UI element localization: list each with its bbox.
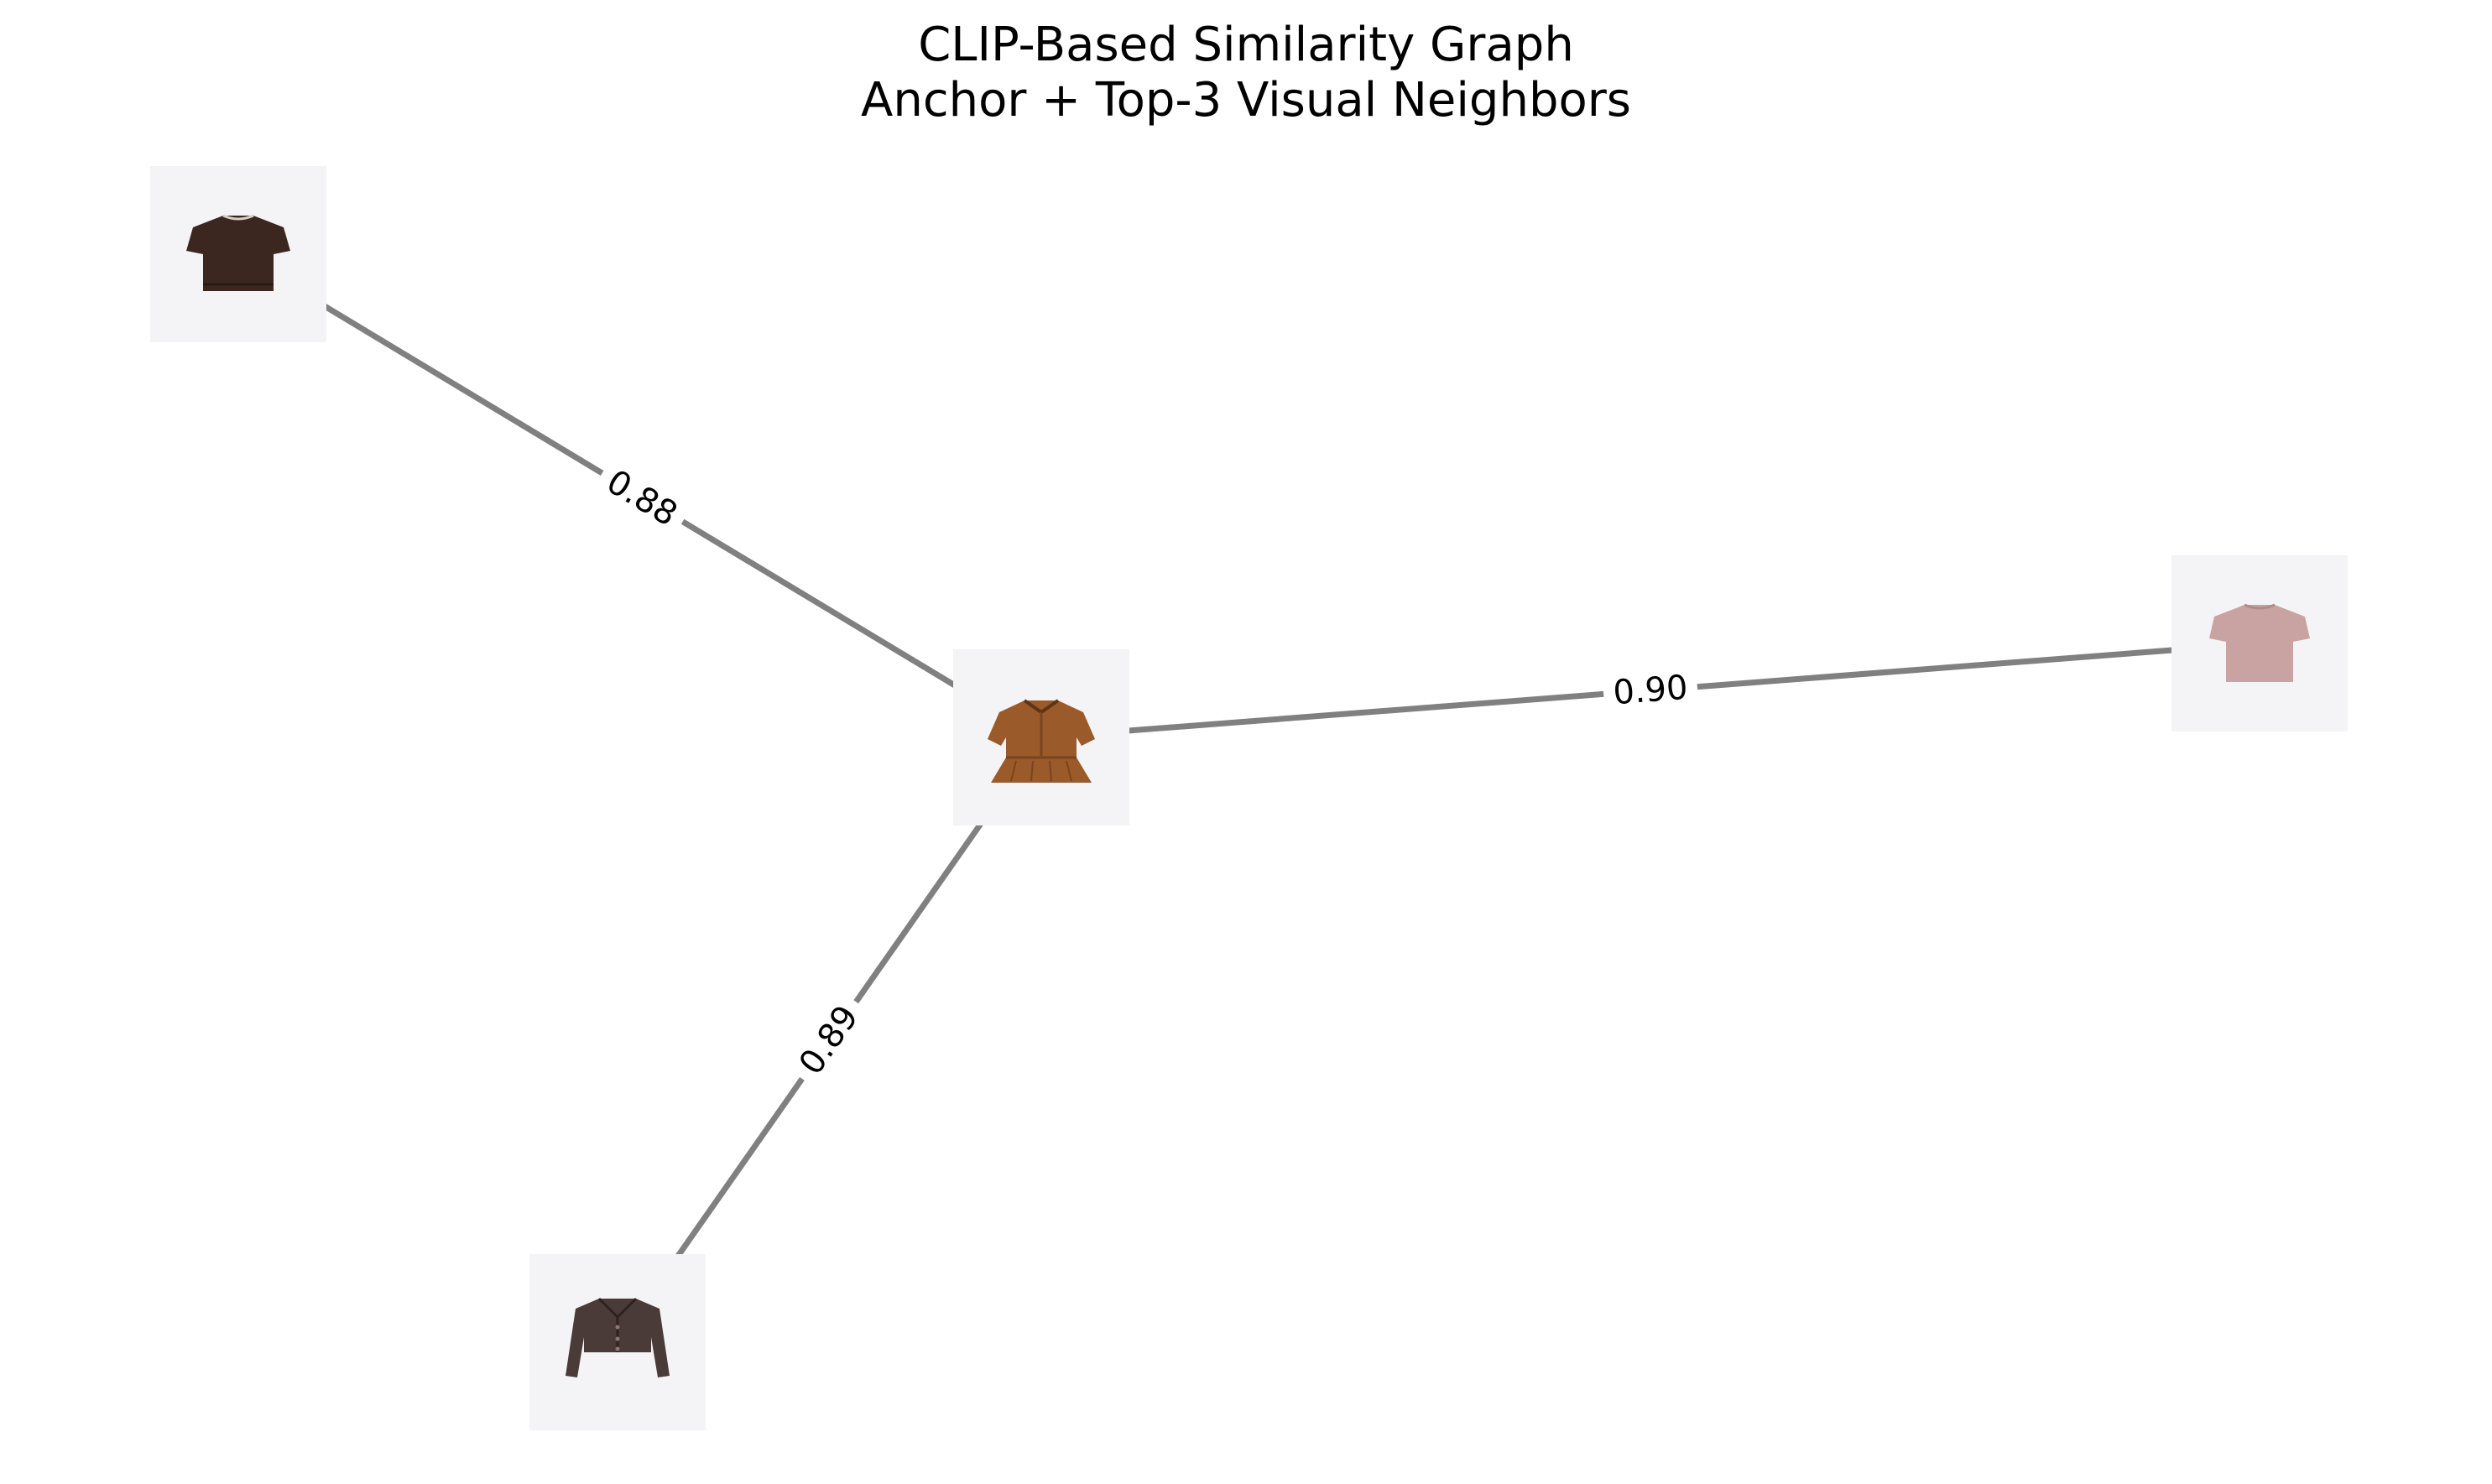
- edge-label-neighbor-2: 0.90: [1612, 669, 1689, 713]
- graph-title: CLIP-Based Similarity Graph: [918, 18, 1574, 72]
- edge-label-bg-neighbor-1: [588, 452, 696, 544]
- node-neighbor-3[interactable]: [529, 1254, 706, 1430]
- brown-peplum-polo-top-icon: [988, 699, 1095, 783]
- pink-cap-sleeve-tee-icon: [2209, 603, 2310, 682]
- edges: [237, 252, 2260, 1345]
- node-neighbor-1[interactable]: [150, 166, 326, 342]
- node-neighbor-2[interactable]: [2171, 555, 2348, 732]
- dark-cropped-cardigan-icon: [566, 1297, 670, 1377]
- dark-brown-knit-tee-icon: [186, 214, 290, 291]
- edge-label-bg-neighbor-2: [1601, 661, 1700, 720]
- graph-subtitle: Anchor + Top-3 Visual Neighbors: [861, 73, 1631, 128]
- edge-label-bg-neighbor-3: [781, 987, 877, 1094]
- node-anchor[interactable]: [953, 649, 1129, 825]
- nodes: [150, 166, 2348, 1430]
- edge-labels: 0.88 0.90 0.89: [588, 452, 1700, 1094]
